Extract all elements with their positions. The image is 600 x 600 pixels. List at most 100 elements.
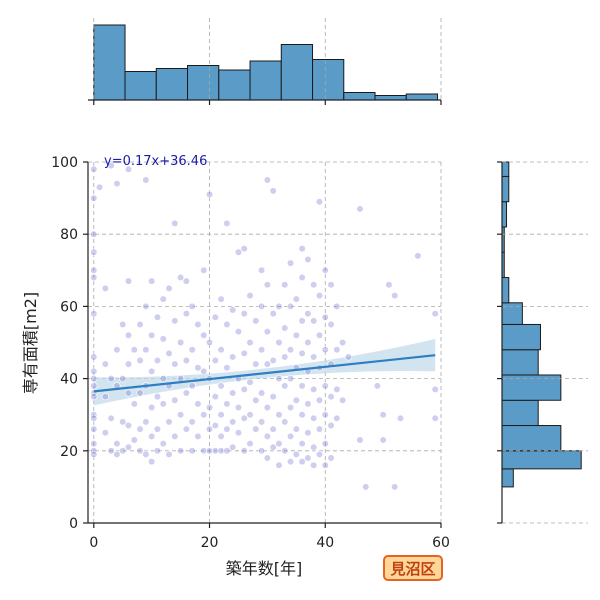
data-point: [211, 447, 219, 455]
top-hist-bar: [155, 68, 189, 101]
data-point: [148, 367, 156, 375]
data-point: [205, 447, 214, 455]
data-point: [310, 317, 318, 325]
data-point: [379, 411, 387, 419]
y-tick-label: 100: [51, 155, 78, 171]
data-point: [321, 411, 329, 419]
y-tick-label: 40: [60, 372, 78, 388]
data-point: [148, 277, 156, 285]
data-point: [113, 346, 121, 354]
data-point: [304, 400, 312, 408]
data-point: [101, 360, 109, 368]
data-point: [171, 360, 179, 368]
data-point: [90, 367, 98, 375]
data-point: [304, 429, 312, 437]
data-point: [217, 295, 225, 303]
data-point: [90, 439, 98, 448]
data-point: [223, 364, 231, 372]
data-point: [217, 382, 225, 390]
data-point: [153, 356, 162, 365]
data-point: [304, 338, 312, 347]
data-point: [229, 306, 237, 314]
top-hist-bar: [312, 59, 345, 101]
data-point: [240, 349, 248, 357]
right-hist-bar: [501, 425, 562, 452]
right-hist-bar: [501, 175, 510, 203]
data-point: [269, 356, 277, 365]
data-point: [292, 295, 300, 303]
data-point: [159, 400, 167, 408]
right-hist-bar: [501, 201, 508, 228]
data-point: [182, 356, 190, 365]
data-point: [252, 425, 260, 433]
data-point: [171, 219, 179, 227]
data-point: [298, 273, 306, 282]
data-point: [252, 396, 260, 404]
data-point: [281, 281, 289, 289]
data-point: [292, 331, 300, 339]
data-point: [223, 447, 231, 455]
data-point: [315, 425, 324, 433]
data-point: [188, 346, 196, 354]
data-point: [90, 266, 98, 274]
data-point: [298, 382, 306, 390]
data-point: [188, 302, 196, 311]
data-point: [246, 411, 254, 419]
data-point: [90, 310, 98, 318]
data-point: [281, 418, 289, 426]
data-point: [240, 414, 248, 422]
data-point: [176, 411, 185, 419]
data-point: [142, 450, 150, 459]
top-hist-bar: [93, 24, 126, 101]
data-point: [95, 183, 104, 191]
data-point: [298, 439, 306, 448]
data-point: [165, 349, 173, 357]
data-point: [269, 393, 277, 401]
data-point: [200, 367, 208, 375]
data-point: [153, 313, 162, 321]
y-tick-label: 80: [60, 227, 78, 243]
data-point: [90, 230, 98, 238]
data-point: [223, 320, 231, 329]
y-axis-label: 専有面積[m2]: [21, 292, 40, 394]
data-point: [310, 353, 318, 361]
x-tick-label: 0: [89, 535, 98, 551]
data-point: [165, 418, 173, 426]
data-point: [310, 414, 318, 422]
right-hist-bar: [501, 323, 541, 351]
data-point: [234, 403, 243, 412]
data-point: [321, 382, 329, 390]
data-point: [101, 429, 109, 437]
data-point: [275, 411, 283, 419]
right-hist-bar: [501, 450, 582, 470]
data-point: [194, 364, 202, 372]
data-point: [269, 443, 277, 451]
data-point: [124, 331, 133, 339]
data-point: [333, 414, 341, 422]
data-point: [333, 346, 341, 354]
data-point: [240, 310, 248, 318]
data-point: [130, 346, 138, 354]
data-point: [176, 273, 185, 282]
data-point: [286, 302, 295, 311]
data-point: [90, 273, 98, 282]
data-point: [275, 439, 283, 448]
data-point: [321, 266, 329, 274]
data-point: [153, 425, 162, 433]
data-point: [101, 393, 109, 401]
data-point: [327, 281, 335, 289]
regression-equation: y=0.17x+36.46: [104, 154, 207, 169]
data-point: [205, 425, 214, 433]
data-point: [234, 328, 243, 336]
data-point: [136, 320, 144, 329]
data-point: [298, 458, 306, 466]
data-point: [194, 432, 202, 440]
data-point: [159, 439, 167, 448]
data-point: [90, 165, 98, 173]
data-point: [298, 317, 306, 325]
y-tick-label: 20: [60, 444, 78, 460]
axes: 0 20 40 60 0 20 40 60 80 100: [51, 155, 450, 551]
data-point: [333, 385, 341, 394]
data-point: [286, 375, 295, 383]
